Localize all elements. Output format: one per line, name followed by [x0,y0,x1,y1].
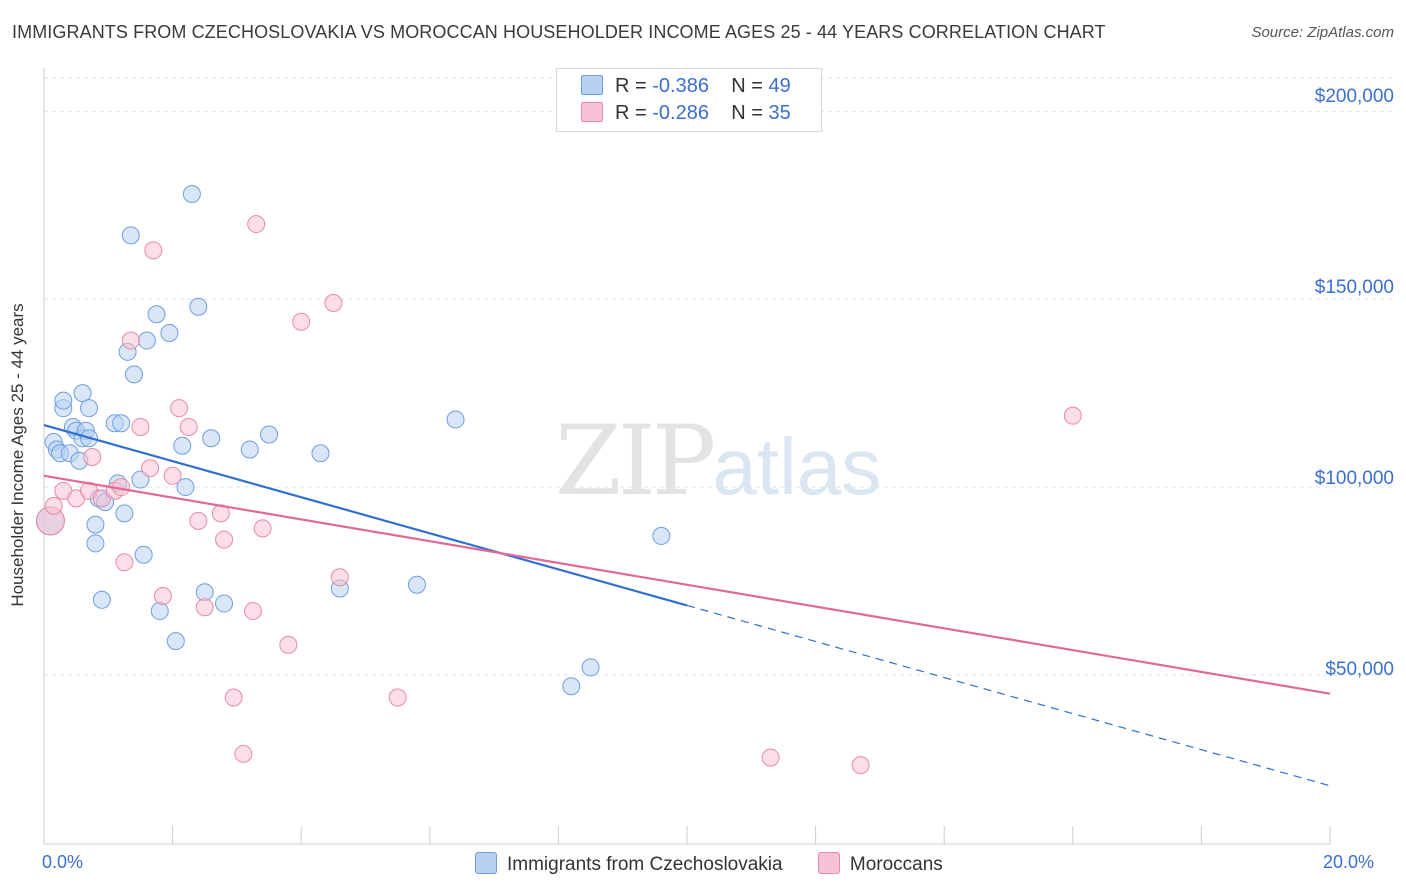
czechoslovakia-trend-line [43,424,688,607]
czechoslovakia-point [80,399,99,418]
watermark-atlas: atlas [712,422,882,511]
moroccan-point [44,496,63,515]
czechoslovakia-point [112,414,131,433]
czechoslovakia-point [92,590,111,609]
y-tick-50k: $50,000 [1325,659,1394,680]
legend-swatch-blue [581,75,603,95]
legend-r-value: -0.286 [652,102,709,124]
y-tick-200k: $200,000 [1314,86,1394,107]
moroccan-point [170,399,189,418]
czechoslovakia-point [137,331,156,350]
legend-r-label: R = [615,102,647,124]
series-legend: Immigrants from Czechoslovakia Moroccans [475,852,973,876]
moroccan-point [247,215,266,234]
series-name: Moroccans [849,854,943,875]
moroccan-point [851,756,870,775]
moroccan-point [761,748,780,767]
legend-n-value: 49 [768,75,791,97]
moroccan-point [253,519,272,538]
moroccan-point [215,530,234,549]
moroccan-point [279,635,298,654]
legend-n-label: N = [731,75,763,97]
watermark-zip: ZIP [555,405,716,517]
czechoslovakia-point [86,515,105,534]
moroccan-point [131,417,150,436]
moroccan-trend-line [43,474,1331,695]
czechoslovakia-point [446,410,465,429]
czechoslovakia-point [195,583,214,602]
source-credit: Source: ZipAtlas.com [1251,24,1394,41]
x-tick-20: 20.0% [1323,852,1375,872]
czechoslovakia-point [652,526,671,545]
y-axis-label: Householder Income Ages 25 - 44 years [8,303,27,607]
series-legend-czechoslovakia: Immigrants from Czechoslovakia [475,852,783,876]
legend-row-czechoslovakia: R = -0.386 N = 49 [581,75,791,99]
czechoslovakia-point [182,185,201,204]
czechoslovakia-point [311,444,330,463]
moroccan-point [388,688,407,707]
czechoslovakia-point [134,545,153,564]
x-tick-0: 0.0% [42,852,84,872]
czechoslovakia-point [260,425,279,444]
moroccan-point [224,688,243,707]
czechoslovakia-point [240,440,259,459]
czechoslovakia-point [115,504,134,523]
legend-r-value: -0.386 [652,75,709,97]
czechoslovakia-point [215,594,234,613]
moroccan-point [115,553,134,572]
moroccan-point [163,466,182,485]
moroccan-point [179,417,198,436]
moroccan-point [83,448,102,467]
czechoslovakia-point [562,677,581,696]
legend-n-label: N = [731,102,763,124]
series-name: Immigrants from Czechoslovakia [507,854,783,875]
czechoslovakia-point [54,391,73,410]
moroccan-point [234,744,253,763]
czechoslovakia-point [407,575,426,594]
chart-title: IMMIGRANTS FROM CZECHOSLOVAKIA VS MOROCC… [12,22,1106,42]
series-swatch-pink [817,852,840,874]
moroccan-point [141,459,160,478]
czechoslovakia-point [176,478,195,497]
czechoslovakia-point [150,602,169,621]
czechoslovakia-point [121,226,140,245]
czechoslovakia-point [166,632,185,651]
czechoslovakia-point [125,365,144,384]
moroccan-point [243,602,262,621]
moroccan-point [121,331,140,350]
moroccan-point [189,511,208,530]
moroccan-point [330,568,349,587]
czechoslovakia-point [173,436,192,455]
legend-n-value: 35 [768,102,791,124]
moroccan-point [292,312,311,331]
series-swatch-blue [475,852,497,874]
czechoslovakia-trend-extension [686,604,1331,787]
czechoslovakia-point [86,534,105,553]
moroccan-point [195,598,214,617]
correlation-legend: R = -0.386 N = 49 R = -0.286 N = 35 [556,68,822,132]
czechoslovakia-point [73,384,92,403]
moroccan-point [144,241,163,260]
czechoslovakia-point [189,297,208,316]
series-legend-moroccans: Moroccans [817,852,943,876]
moroccan-point [324,293,343,312]
czechoslovakia-point [581,658,600,677]
czechoslovakia-point [202,429,221,448]
watermark: ZIPatlas [555,405,881,517]
czechoslovakia-point [147,305,166,324]
moroccan-point [1063,406,1082,425]
legend-swatch-pink [581,102,603,122]
czechoslovakia-point [160,324,179,343]
legend-r-label: R = [615,75,647,97]
moroccan-point [153,587,172,606]
y-tick-150k: $150,000 [1314,277,1394,298]
y-tick-100k: $100,000 [1314,468,1394,489]
legend-row-moroccans: R = -0.286 N = 35 [581,102,791,126]
